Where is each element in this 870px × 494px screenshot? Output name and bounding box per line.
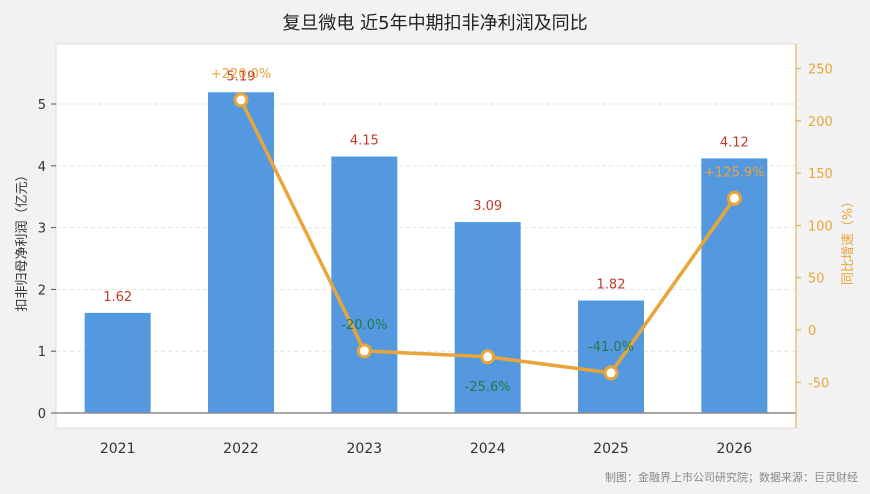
bar-2021 — [84, 312, 151, 413]
x-tick-label: 2024 — [470, 441, 506, 457]
bar-value-label: 3.09 — [473, 199, 502, 214]
left-y-tick-label: 2 — [38, 283, 46, 298]
bar-value-label: 5.19 — [227, 69, 256, 84]
x-tick-label: 2026 — [717, 441, 753, 457]
left-y-tick-label: 4 — [38, 160, 46, 175]
right-y-tick-label: -50 — [808, 376, 829, 391]
plot-area — [55, 43, 797, 429]
data-labels: 1.62 5.19 4.15 3.09 1.82 4.12 +220.0% -20.0% -25… — [103, 67, 764, 395]
right-y-tick-label: 100 — [808, 219, 833, 234]
x-tick-label: 2025 — [593, 441, 629, 457]
right-y-axis-label: 同比增速（%） — [841, 195, 856, 285]
bar-value-label: 4.15 — [350, 134, 379, 149]
bar-value-label: 4.12 — [720, 135, 749, 150]
bar-2022 — [208, 92, 274, 414]
right-y-tick-label: 200 — [808, 115, 833, 130]
bar-value-label: 1.82 — [597, 278, 626, 293]
x-tick-label: 2022 — [223, 441, 259, 457]
growth-value-label: -25.6% — [465, 380, 511, 395]
left-y-tick-label: 0 — [38, 407, 46, 422]
growth-point-2025 — [603, 365, 619, 381]
growth-point-2024 — [480, 349, 496, 365]
bar-value-label: 1.62 — [103, 290, 132, 305]
growth-point-2023 — [356, 343, 372, 359]
x-tick-label: 2023 — [347, 441, 383, 457]
left-y-tick-label: 3 — [38, 222, 46, 237]
right-y-tick-label: 250 — [808, 63, 833, 78]
right-y-axis: -50 0 50 100 150 200 250 — [795, 44, 833, 428]
growth-value-label: +125.9% — [704, 165, 764, 180]
left-y-axis-label: 扣非归母净利润（亿元） — [15, 168, 30, 311]
left-y-axis: 0 1 2 3 4 5 — [38, 98, 56, 422]
growth-value-label: -20.0% — [341, 318, 387, 333]
bar-2024 — [454, 222, 521, 413]
x-tick-label: 2021 — [100, 441, 136, 457]
growth-point-2026 — [726, 190, 742, 206]
x-axis: 2021 2022 2023 2024 2025 2026 — [100, 441, 752, 457]
right-y-tick-label: 150 — [808, 167, 833, 182]
bar-2025 — [578, 300, 644, 413]
chart-title: 复旦微电 近5年中期扣非净利润及同比 — [282, 13, 587, 34]
growth-line-series — [233, 92, 742, 381]
right-y-tick-label: 0 — [808, 324, 816, 339]
bar-series — [84, 92, 768, 414]
left-y-tick-label: 1 — [38, 345, 46, 360]
growth-value-label: +220.0% — [211, 67, 271, 82]
source-note: 制图：金融界上市公司研究院；数据来源：巨灵财经 — [605, 470, 858, 484]
bar-2023 — [331, 156, 398, 413]
left-y-tick-label: 5 — [38, 98, 46, 113]
growth-value-label: -41.0% — [588, 340, 634, 355]
growth-point-2022 — [233, 92, 249, 108]
gridlines — [56, 103, 796, 352]
right-y-tick-label: 50 — [808, 272, 825, 287]
